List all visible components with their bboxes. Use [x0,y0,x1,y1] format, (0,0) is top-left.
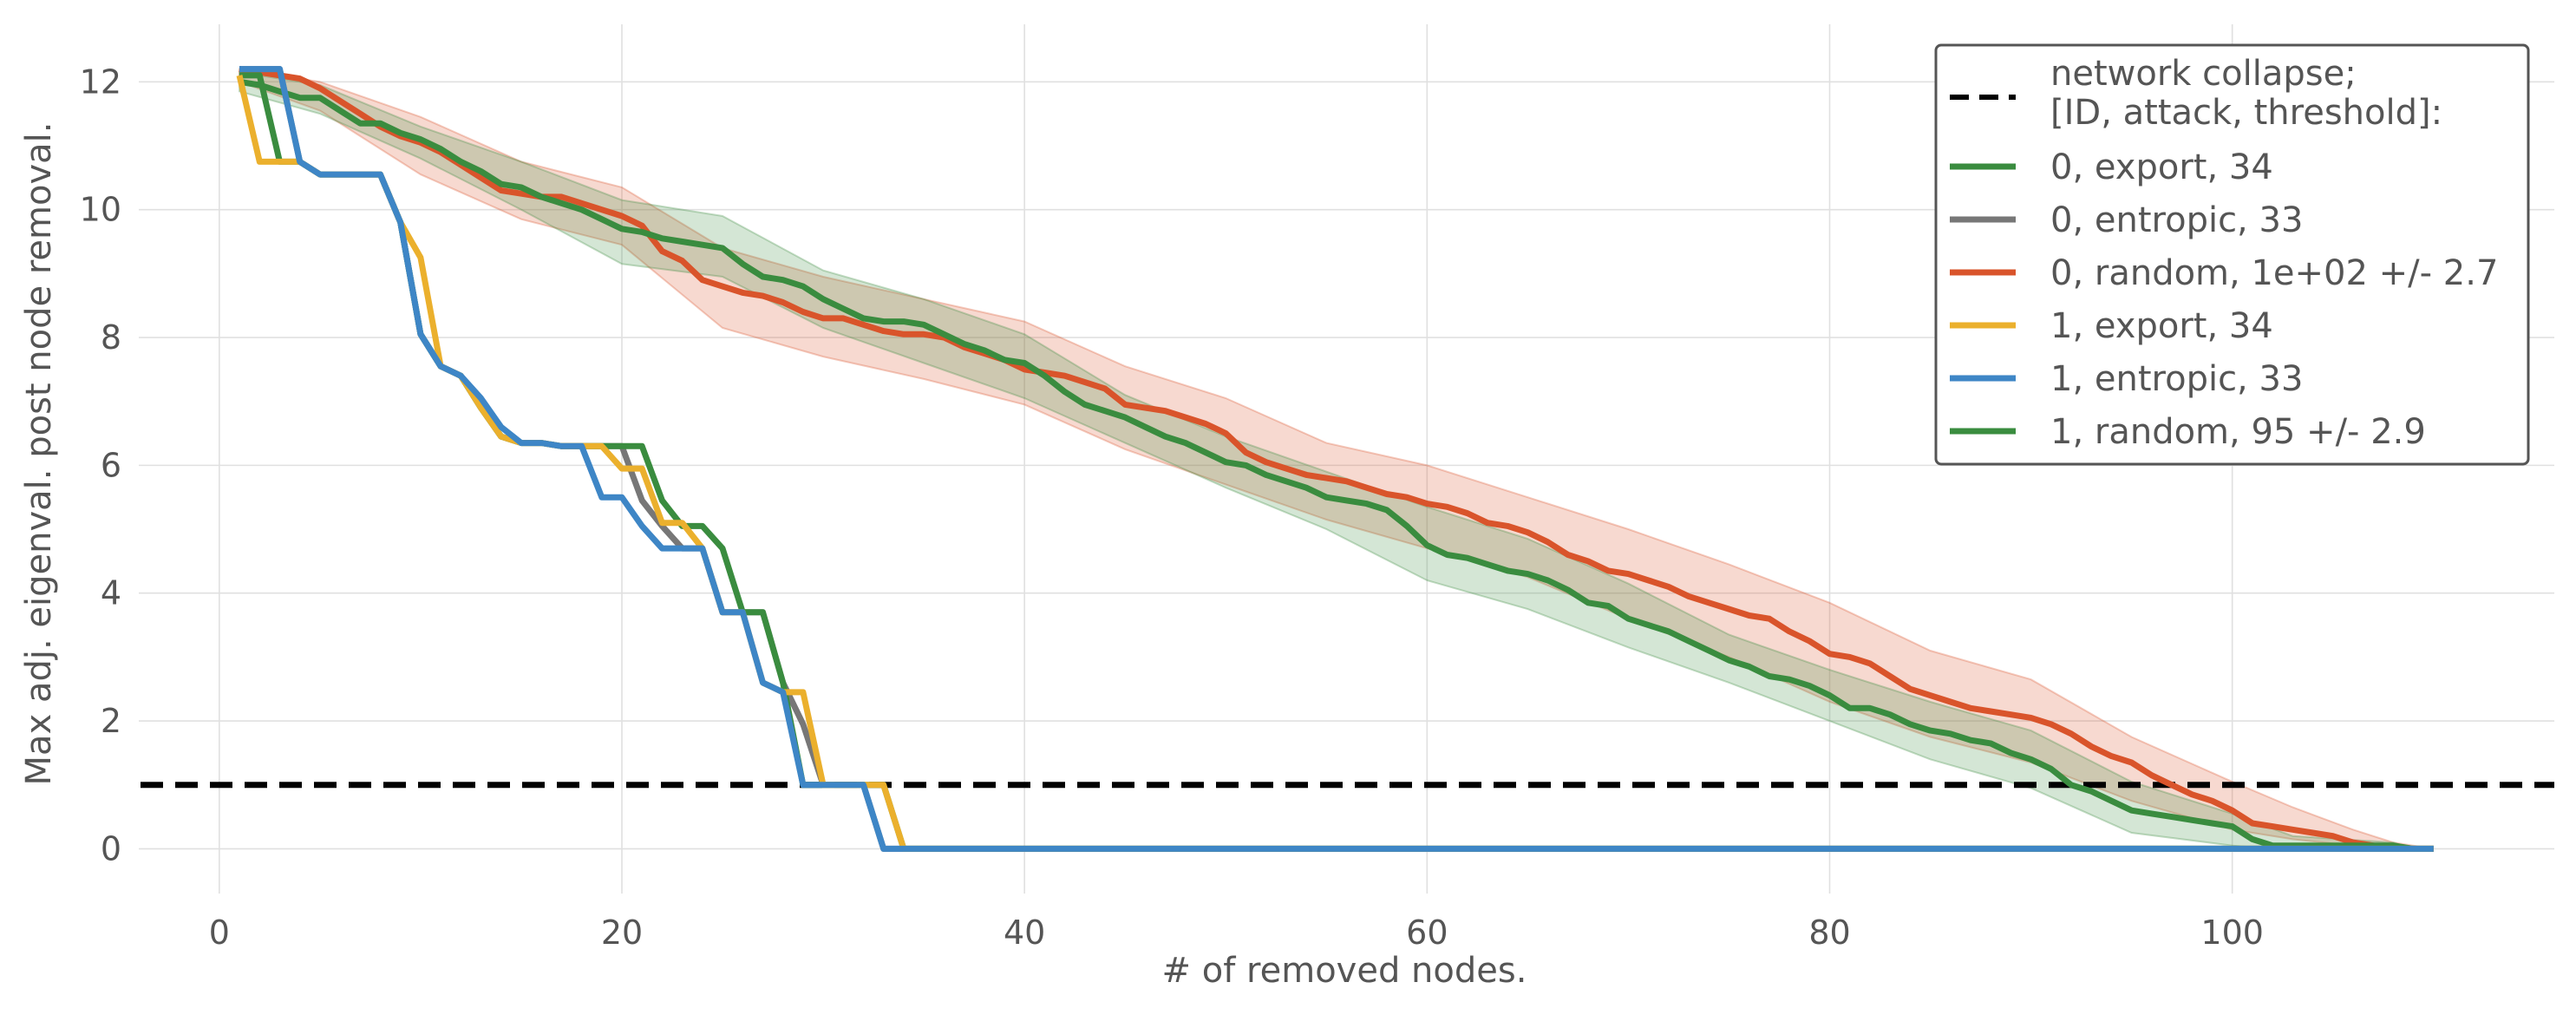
legend-title-line-1: network collapse; [2050,54,2357,94]
legend-title-line-2: [ID, attack, threshold]: [2050,93,2442,133]
legend-label-1: 0, entropic, 33 [2050,200,2303,240]
x-tick-label: 80 [1808,914,1850,952]
y-axis-title: Max adj. eigenval. post node removal. [19,122,59,786]
x-tick-label: 100 [2200,914,2264,952]
y-tick-label: 10 [80,191,121,229]
legend-box [1934,43,2530,466]
series-lines [236,66,2434,852]
series-line-2 [239,66,2434,852]
x-tick-label: 40 [1004,914,1045,952]
y-tick-label: 8 [101,318,121,357]
legend-label-5: 1, random, 95 +/- 2.9 [2050,412,2426,452]
y-tick-label: 0 [101,829,121,868]
legend-label-2: 0, random, 1e+02 +/- 2.7 [2050,253,2498,293]
x-tick-label: 0 [209,914,230,952]
y-axis-ticks: 0 2 4 6 8 10 12 [80,62,121,868]
series-line-5 [239,78,2415,852]
x-tick-label: 60 [1406,914,1448,952]
legend-label-0: 0, export, 34 [2050,147,2273,187]
legend-entries: 0, export, 34 0, entropic, 33 0, random, 1… [1950,147,2498,452]
legend-label-4: 1, entropic, 33 [2050,359,2303,399]
y-tick-label: 2 [101,702,121,740]
legend: network collapse; [ID, attack, threshold… [1934,43,2530,466]
y-tick-label: 4 [101,574,121,612]
y-tick-label: 12 [80,62,121,101]
series-line-4 [239,66,2434,852]
x-tick-label: 20 [601,914,643,952]
x-axis-title: # of removed nodes. [1162,951,1527,991]
x-axis-ticks: 0 20 40 60 80 100 [209,914,2264,952]
y-tick-label: 6 [101,446,121,484]
legend-label-3: 1, export, 34 [2050,306,2273,346]
